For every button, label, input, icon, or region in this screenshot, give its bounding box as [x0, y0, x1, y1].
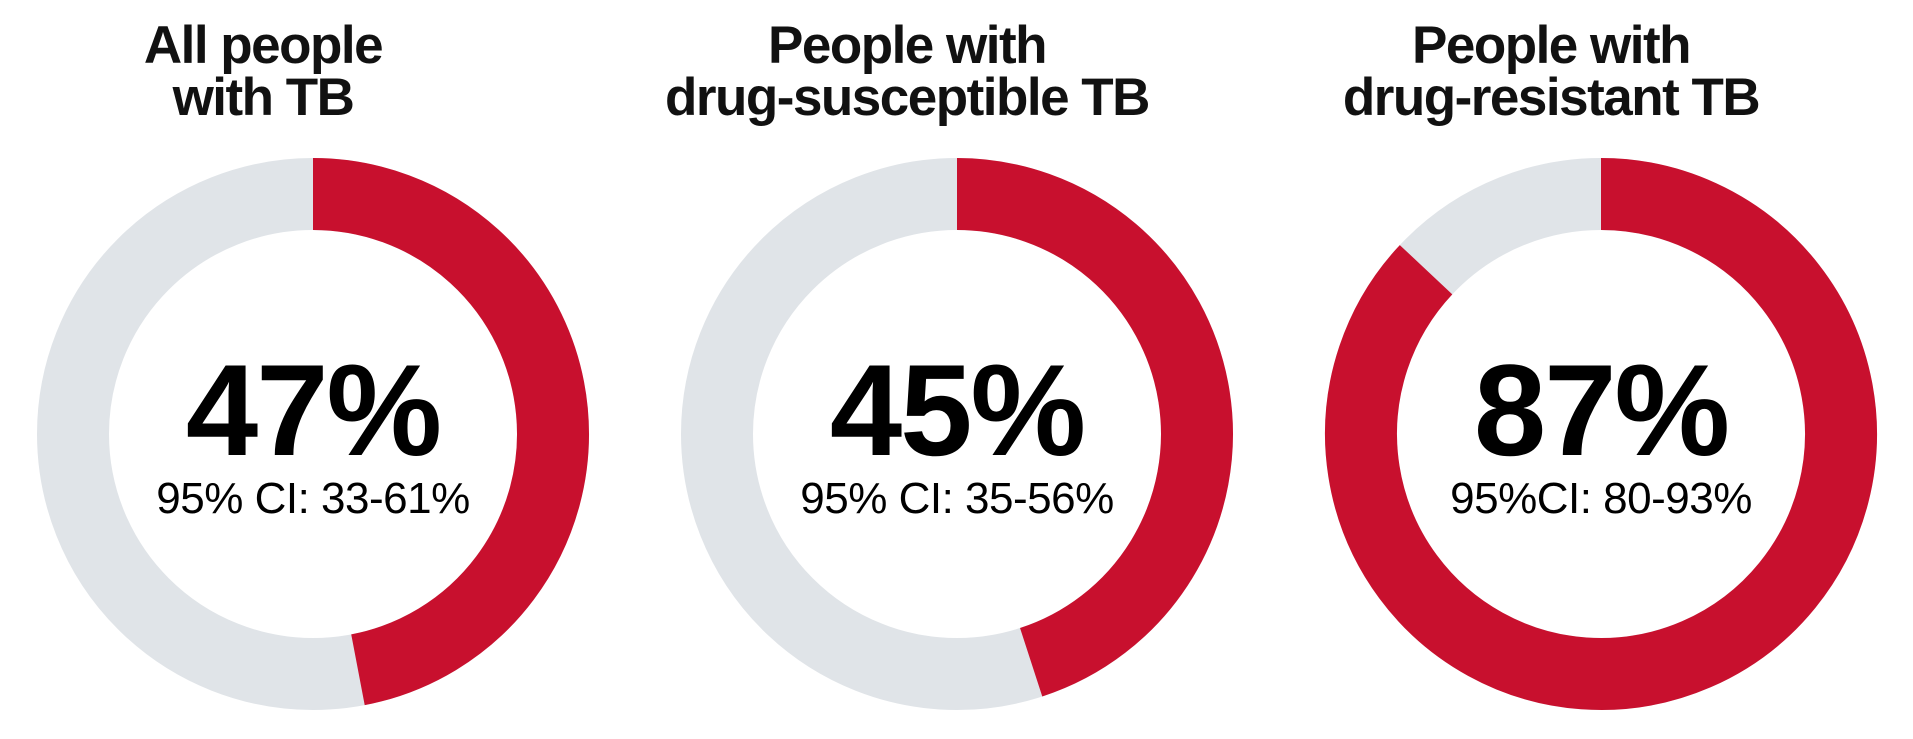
- donut-center-text: 47% 95% CI: 33-61%: [33, 345, 593, 523]
- donut-chart: [37, 158, 589, 710]
- chart-title-line2: drug-resistant TB: [1342, 68, 1761, 127]
- percentage-value: 47%: [185, 337, 442, 483]
- donut-chart-group-all-tb: All people with TB 47% 95% CI: 33-61%: [33, 0, 593, 739]
- donut-chart-group-drug-resistant-tb: People with drug-resistant TB 87% 95%CI:…: [1321, 0, 1881, 739]
- chart-title: All people with TB: [0, 16, 543, 127]
- donut-chart: [681, 158, 1233, 710]
- donut-value-arc: [1325, 158, 1877, 710]
- chart-title-line1: People with: [1412, 16, 1691, 75]
- ci-range-label: 95% CI: 35-56%: [800, 474, 1114, 523]
- donut-center-text: 87% 95%CI: 80-93%: [1321, 345, 1881, 523]
- chart-title-line2: drug-susceptible TB: [665, 68, 1150, 127]
- percentage-value: 87%: [1473, 337, 1730, 483]
- percentage-value: 45%: [829, 337, 1086, 483]
- donut-chart: [1325, 158, 1877, 710]
- chart-title-line2: with TB: [172, 68, 355, 127]
- donut-value-arc: [312, 158, 589, 706]
- ci-range-label: 95%CI: 80-93%: [1450, 474, 1752, 523]
- chart-title-line1: All people: [143, 16, 384, 75]
- chart-title: People with drug-resistant TB: [1271, 16, 1831, 127]
- donut-center-text: 45% 95% CI: 35-56%: [677, 345, 1237, 523]
- donut-value-arc: [956, 158, 1233, 697]
- ci-range-label: 95% CI: 33-61%: [156, 474, 470, 523]
- chart-title-line1: People with: [768, 16, 1047, 75]
- donut-chart-group-drug-susceptible-tb: People with drug-susceptible TB 45% 95% …: [665, 0, 1237, 739]
- chart-title: People with drug-susceptible TB: [627, 16, 1187, 127]
